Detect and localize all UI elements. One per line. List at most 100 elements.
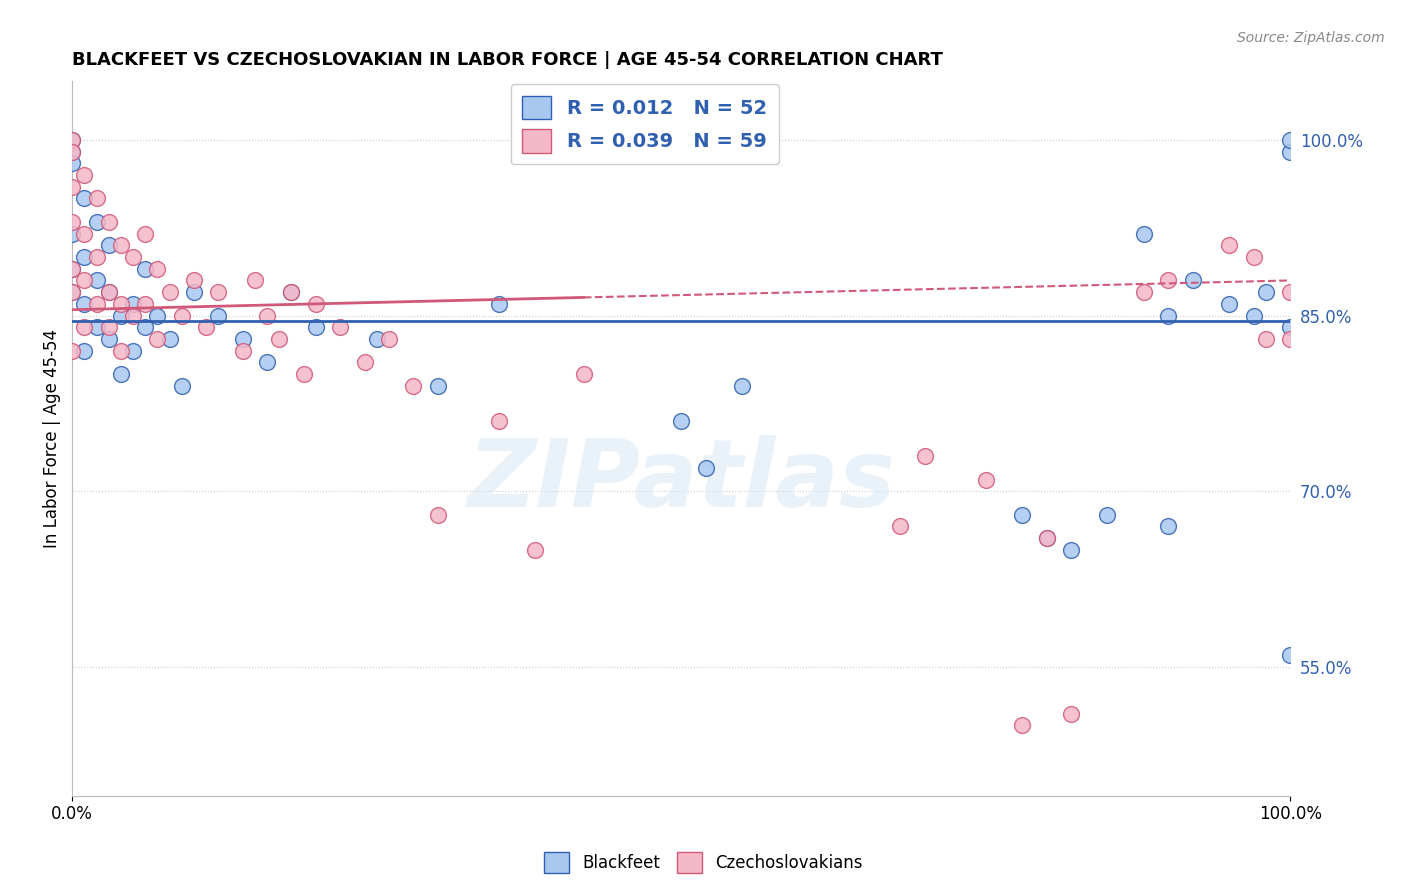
Point bbox=[110, 238, 132, 252]
Point bbox=[86, 320, 108, 334]
Point bbox=[1218, 238, 1240, 252]
Point bbox=[86, 191, 108, 205]
Point bbox=[1035, 531, 1057, 545]
Point bbox=[207, 285, 229, 300]
Point bbox=[122, 297, 145, 311]
Point bbox=[183, 273, 205, 287]
Point bbox=[1243, 250, 1265, 264]
Point bbox=[110, 297, 132, 311]
Point bbox=[73, 191, 96, 205]
Point bbox=[280, 285, 302, 300]
Point bbox=[110, 367, 132, 381]
Point bbox=[134, 261, 156, 276]
Point bbox=[195, 320, 218, 334]
Point bbox=[1181, 273, 1204, 287]
Point bbox=[97, 238, 120, 252]
Point bbox=[256, 309, 278, 323]
Point bbox=[232, 343, 254, 358]
Point bbox=[73, 250, 96, 264]
Point bbox=[695, 460, 717, 475]
Point bbox=[60, 343, 83, 358]
Point bbox=[60, 285, 83, 300]
Point bbox=[122, 309, 145, 323]
Point bbox=[305, 320, 328, 334]
Point bbox=[122, 343, 145, 358]
Point bbox=[207, 309, 229, 323]
Point bbox=[1279, 648, 1302, 663]
Point bbox=[1060, 542, 1083, 557]
Point bbox=[110, 343, 132, 358]
Point bbox=[292, 367, 315, 381]
Point bbox=[402, 379, 425, 393]
Point bbox=[60, 145, 83, 159]
Point bbox=[1157, 309, 1180, 323]
Point bbox=[146, 332, 169, 346]
Point bbox=[97, 285, 120, 300]
Point bbox=[1097, 508, 1119, 522]
Point bbox=[1243, 309, 1265, 323]
Point bbox=[60, 227, 83, 241]
Point bbox=[60, 133, 83, 147]
Point bbox=[232, 332, 254, 346]
Point bbox=[97, 320, 120, 334]
Point bbox=[1011, 508, 1033, 522]
Point bbox=[134, 297, 156, 311]
Point bbox=[60, 145, 83, 159]
Point bbox=[914, 449, 936, 463]
Text: ZIPatlas: ZIPatlas bbox=[467, 435, 896, 527]
Point bbox=[146, 309, 169, 323]
Text: BLACKFEET VS CZECHOSLOVAKIAN IN LABOR FORCE | AGE 45-54 CORRELATION CHART: BLACKFEET VS CZECHOSLOVAKIAN IN LABOR FO… bbox=[72, 51, 943, 69]
Point bbox=[524, 542, 547, 557]
Point bbox=[1279, 285, 1302, 300]
Point bbox=[170, 309, 193, 323]
Point bbox=[110, 309, 132, 323]
Point bbox=[97, 332, 120, 346]
Point bbox=[1133, 285, 1156, 300]
Point bbox=[426, 508, 449, 522]
Point bbox=[488, 297, 510, 311]
Point bbox=[86, 297, 108, 311]
Point bbox=[889, 519, 911, 533]
Point bbox=[1157, 519, 1180, 533]
Point bbox=[73, 168, 96, 182]
Point bbox=[1060, 706, 1083, 721]
Point bbox=[60, 285, 83, 300]
Point bbox=[1254, 285, 1277, 300]
Point bbox=[73, 343, 96, 358]
Point bbox=[1279, 320, 1302, 334]
Point bbox=[146, 261, 169, 276]
Point bbox=[60, 215, 83, 229]
Point bbox=[366, 332, 388, 346]
Point bbox=[73, 320, 96, 334]
Point bbox=[669, 414, 692, 428]
Point bbox=[1254, 332, 1277, 346]
Legend: Blackfeet, Czechoslovakians: Blackfeet, Czechoslovakians bbox=[537, 846, 869, 880]
Point bbox=[159, 285, 181, 300]
Point bbox=[183, 285, 205, 300]
Point bbox=[73, 297, 96, 311]
Point bbox=[1035, 531, 1057, 545]
Point bbox=[305, 297, 328, 311]
Point bbox=[60, 179, 83, 194]
Point bbox=[1157, 273, 1180, 287]
Point bbox=[353, 355, 375, 369]
Point bbox=[1279, 133, 1302, 147]
Point bbox=[280, 285, 302, 300]
Point bbox=[1133, 227, 1156, 241]
Y-axis label: In Labor Force | Age 45-54: In Labor Force | Age 45-54 bbox=[44, 329, 60, 548]
Point bbox=[329, 320, 352, 334]
Point bbox=[86, 215, 108, 229]
Point bbox=[378, 332, 401, 346]
Point bbox=[73, 273, 96, 287]
Point bbox=[426, 379, 449, 393]
Point bbox=[488, 414, 510, 428]
Point bbox=[97, 215, 120, 229]
Point bbox=[86, 250, 108, 264]
Legend: R = 0.012   N = 52, R = 0.039   N = 59: R = 0.012 N = 52, R = 0.039 N = 59 bbox=[510, 84, 779, 164]
Point bbox=[60, 133, 83, 147]
Point bbox=[1218, 297, 1240, 311]
Point bbox=[243, 273, 266, 287]
Point bbox=[256, 355, 278, 369]
Point bbox=[97, 285, 120, 300]
Text: Source: ZipAtlas.com: Source: ZipAtlas.com bbox=[1237, 31, 1385, 45]
